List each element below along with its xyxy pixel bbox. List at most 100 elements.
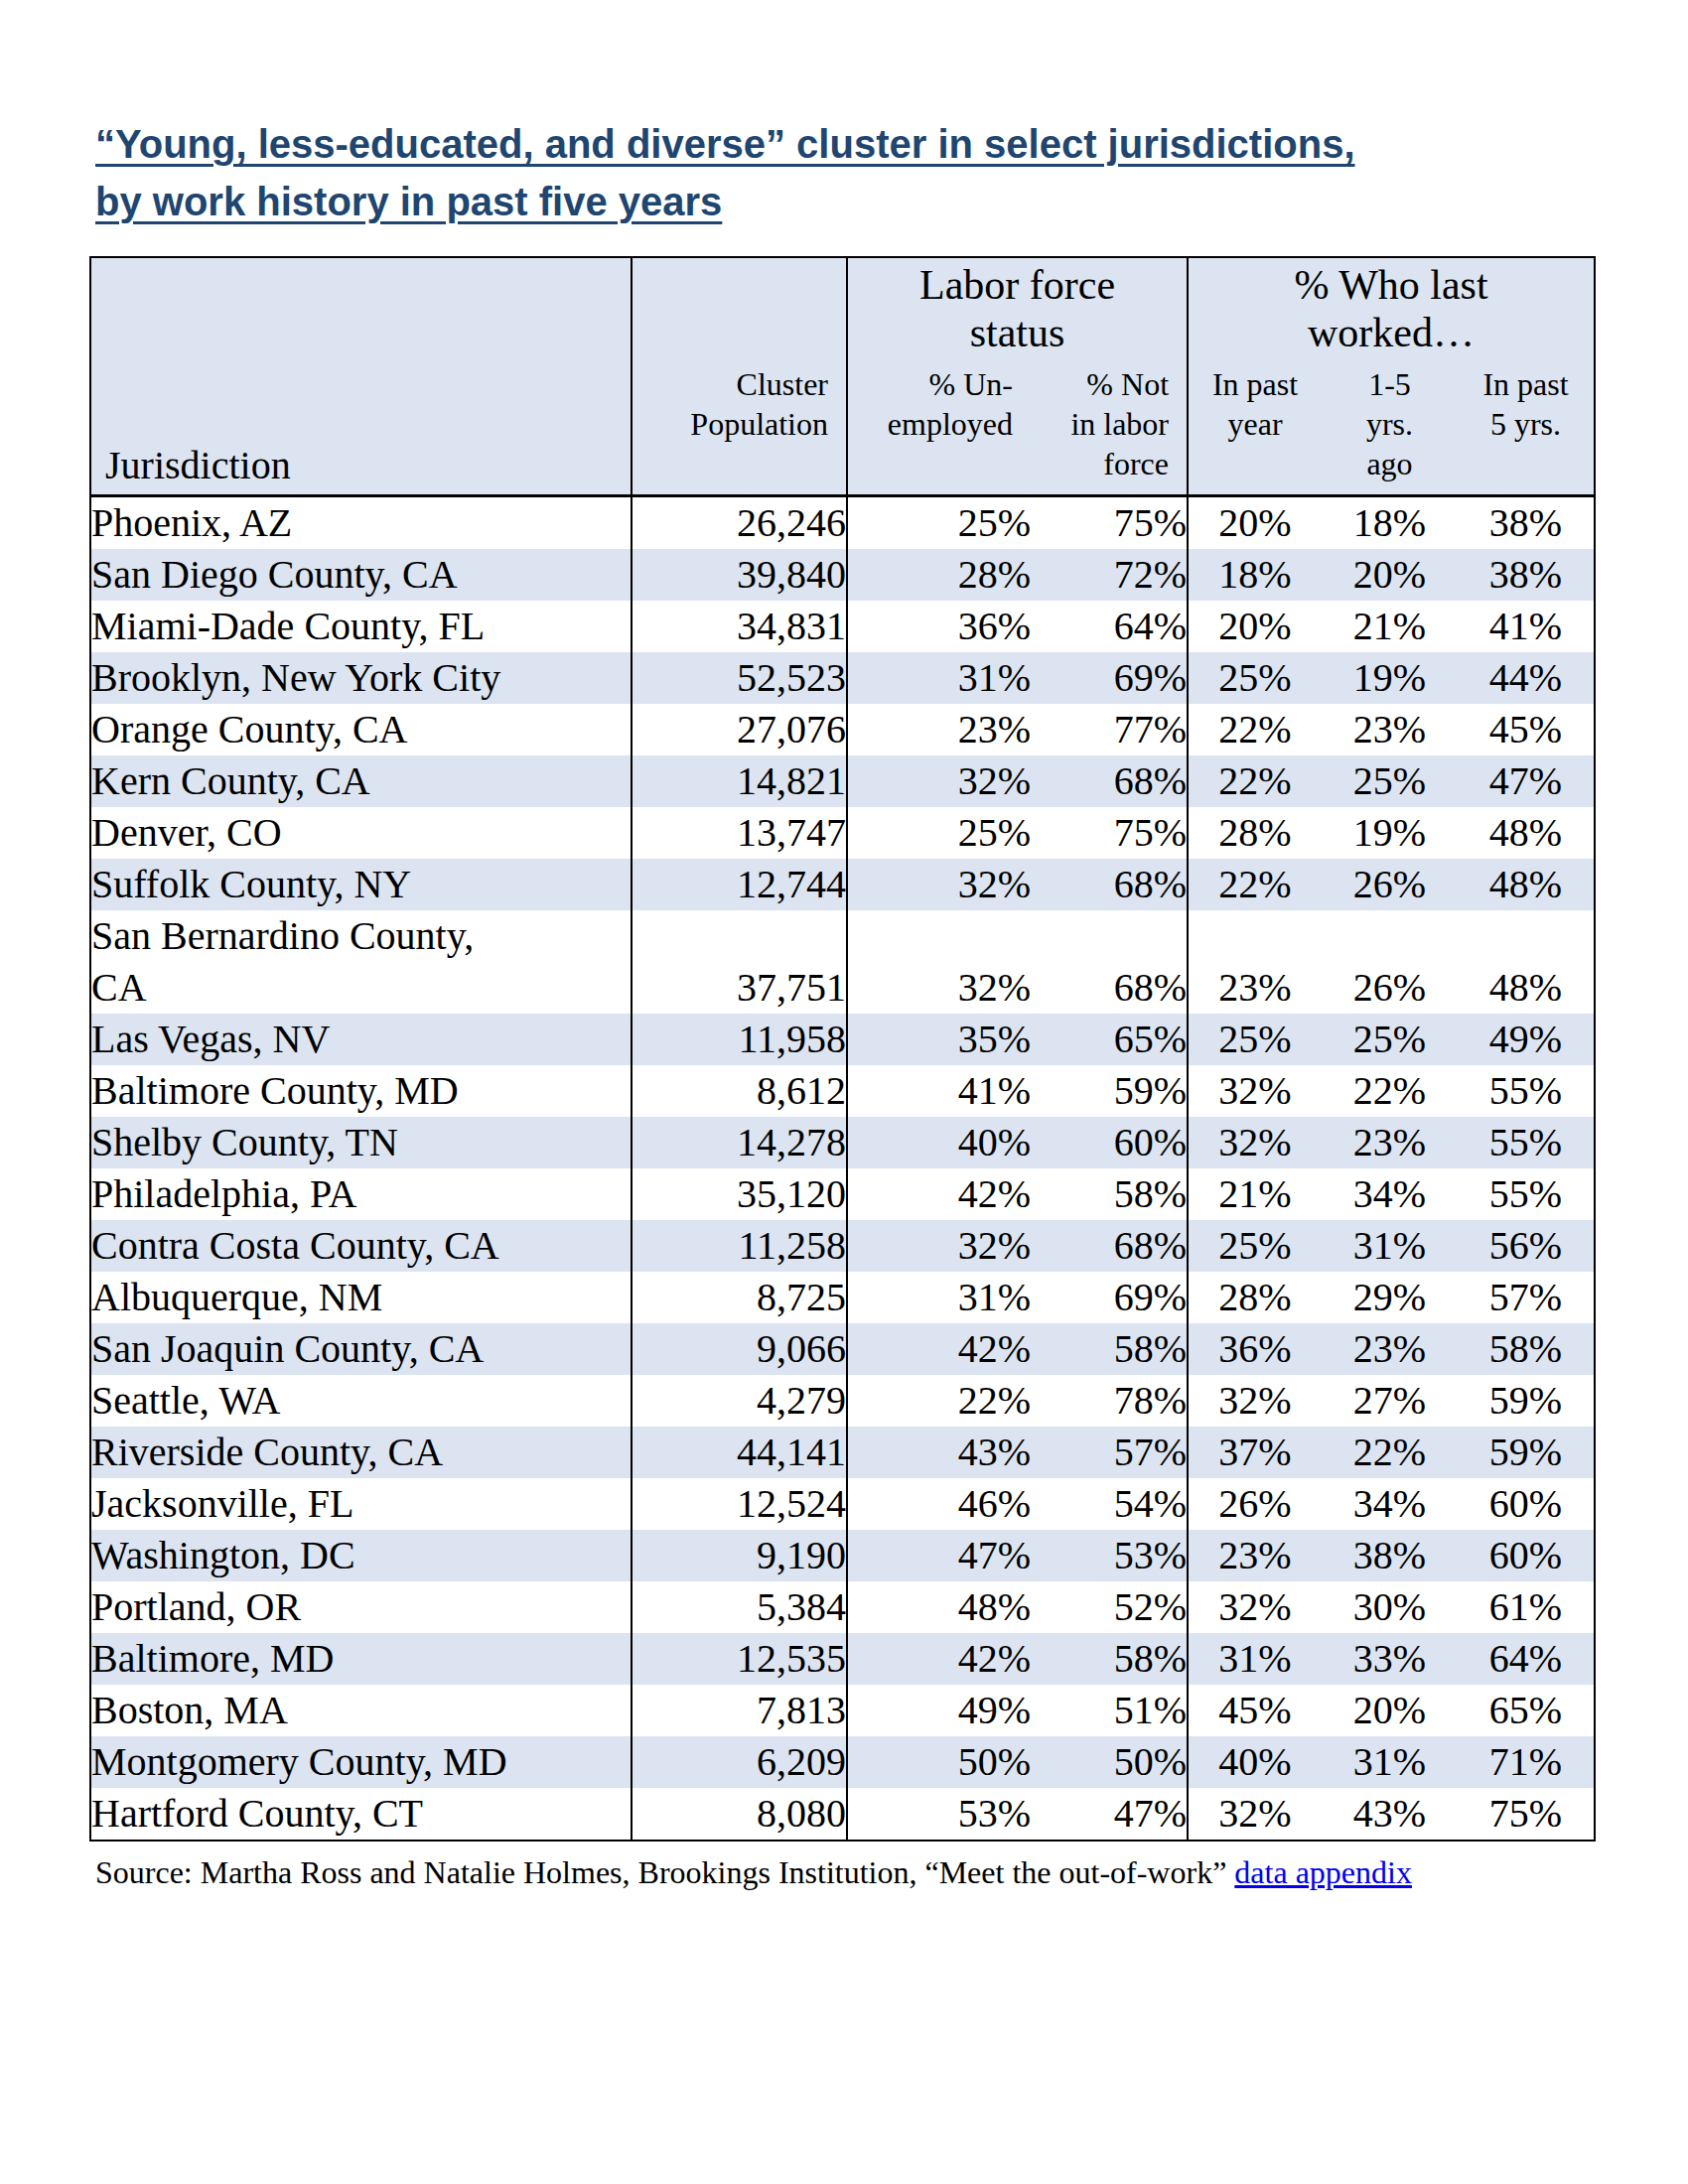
population-cell: 39,840 [632, 549, 847, 601]
pct-unemployed-cell: 48% [847, 1581, 1031, 1633]
pct-unemployed-cell: 42% [847, 1168, 1031, 1220]
jurisdiction-cell: Shelby County, TN [90, 1117, 632, 1168]
table-row: Baltimore County, MD8,61241%59%32%22%55% [90, 1065, 1595, 1117]
jurisdiction-cell: Baltimore, MD [90, 1633, 632, 1685]
table-row: Suffolk County, NY12,74432%68%22%26%48% [90, 859, 1595, 910]
pct-1-5-yrs-cell: 19% [1322, 652, 1458, 704]
pct-not-in-labor-force-cell: 47% [1031, 1788, 1188, 1841]
population-cell: 37,751 [632, 910, 847, 1014]
pct-not-in-labor-force-cell: 52% [1031, 1581, 1188, 1633]
pct-past-year-cell: 21% [1188, 1168, 1322, 1220]
pct-unemployed-cell: 31% [847, 1272, 1031, 1323]
jurisdiction-cell: San Diego County, CA [90, 549, 632, 601]
pct-unemployed-cell: 35% [847, 1014, 1031, 1065]
pct-unemployed-cell: 41% [847, 1065, 1031, 1117]
jurisdiction-cell: Baltimore County, MD [90, 1065, 632, 1117]
pct-1-5-yrs-cell: 43% [1322, 1788, 1458, 1841]
column-header-pct-unemployed: % Un- employed [847, 356, 1031, 495]
pct-unemployed-cell: 25% [847, 495, 1031, 549]
population-cell: 9,190 [632, 1530, 847, 1581]
header-spacer-jurisdiction [90, 257, 632, 356]
pct-1-5-yrs-cell: 22% [1322, 1065, 1458, 1117]
pct-not-in-labor-force-cell: 54% [1031, 1478, 1188, 1530]
pct-not-in-labor-force-cell: 75% [1031, 495, 1188, 549]
pct-unemployed-cell: 43% [847, 1427, 1031, 1478]
table-row: San Joaquin County, CA9,06642%58%36%23%5… [90, 1323, 1595, 1375]
population-cell: 7,813 [632, 1685, 847, 1736]
pct-unemployed-cell: 28% [847, 549, 1031, 601]
pct-past-5-yrs-cell: 56% [1458, 1220, 1595, 1272]
column-header-cluster-population: Cluster Population [632, 356, 847, 495]
pct-1-5-yrs-cell: 31% [1322, 1736, 1458, 1788]
table-row: Washington, DC9,19047%53%23%38%60% [90, 1530, 1595, 1581]
pct-unemployed-cell: 42% [847, 1323, 1031, 1375]
jurisdiction-cell: Jacksonville, FL [90, 1478, 632, 1530]
group-header-who-last-worked: % Who last worked… [1188, 257, 1595, 356]
pct-past-year-cell: 25% [1188, 652, 1322, 704]
pct-past-year-cell: 31% [1188, 1633, 1322, 1685]
column-header-pct-not-in-labor-force: % Not in labor force [1031, 356, 1188, 495]
population-cell: 8,725 [632, 1272, 847, 1323]
population-cell: 12,524 [632, 1478, 847, 1530]
population-cell: 6,209 [632, 1736, 847, 1788]
population-cell: 35,120 [632, 1168, 847, 1220]
pct-past-year-cell: 28% [1188, 1272, 1322, 1323]
pct-1-5-yrs-cell: 22% [1322, 1427, 1458, 1478]
pct-unemployed-cell: 46% [847, 1478, 1031, 1530]
jurisdiction-table: Labor force status % Who last worked… Ju… [89, 256, 1596, 1842]
pct-past-5-yrs-cell: 65% [1458, 1685, 1595, 1736]
pct-not-in-labor-force-cell: 75% [1031, 807, 1188, 859]
data-appendix-link[interactable]: data appendix [1234, 1854, 1412, 1890]
pct-unemployed-cell: 53% [847, 1788, 1031, 1841]
pct-not-in-labor-force-cell: 69% [1031, 1272, 1188, 1323]
population-cell: 11,258 [632, 1220, 847, 1272]
table-row: Montgomery County, MD6,20950%50%40%31%71… [90, 1736, 1595, 1788]
table-row: Riverside County, CA44,14143%57%37%22%59… [90, 1427, 1595, 1478]
jurisdiction-cell: Riverside County, CA [90, 1427, 632, 1478]
pct-past-year-cell: 22% [1188, 755, 1322, 807]
pct-unemployed-cell: 25% [847, 807, 1031, 859]
table-row: Jacksonville, FL12,52446%54%26%34%60% [90, 1478, 1595, 1530]
table-row: San Bernardino County, CA37,75132%68%23%… [90, 910, 1595, 1014]
pct-1-5-yrs-cell: 25% [1322, 1014, 1458, 1065]
pct-past-5-yrs-cell: 71% [1458, 1736, 1595, 1788]
pct-1-5-yrs-cell: 25% [1322, 755, 1458, 807]
jurisdiction-cell: Las Vegas, NV [90, 1014, 632, 1065]
pct-past-5-yrs-cell: 59% [1458, 1427, 1595, 1478]
population-cell: 44,141 [632, 1427, 847, 1478]
pct-1-5-yrs-cell: 23% [1322, 1117, 1458, 1168]
pct-not-in-labor-force-cell: 72% [1031, 549, 1188, 601]
document-page: “Young, less-educated, and diverse” clus… [0, 0, 1688, 2184]
pct-1-5-yrs-cell: 38% [1322, 1530, 1458, 1581]
pct-unemployed-cell: 32% [847, 1220, 1031, 1272]
population-cell: 8,612 [632, 1065, 847, 1117]
pct-past-year-cell: 25% [1188, 1014, 1322, 1065]
pct-past-5-yrs-cell: 58% [1458, 1323, 1595, 1375]
source-note: Source: Martha Ross and Natalie Holmes, … [89, 1851, 1624, 1893]
pct-1-5-yrs-cell: 23% [1322, 704, 1458, 755]
population-cell: 4,279 [632, 1375, 847, 1427]
pct-past-year-cell: 40% [1188, 1736, 1322, 1788]
pct-past-year-cell: 32% [1188, 1788, 1322, 1841]
pct-not-in-labor-force-cell: 51% [1031, 1685, 1188, 1736]
table-row: Portland, OR5,38448%52%32%30%61% [90, 1581, 1595, 1633]
jurisdiction-cell: Brooklyn, New York City [90, 652, 632, 704]
pct-unemployed-cell: 50% [847, 1736, 1031, 1788]
column-header-1-5-yrs-ago: 1-5 yrs. ago [1322, 356, 1458, 495]
jurisdiction-cell: Portland, OR [90, 1581, 632, 1633]
jurisdiction-cell: Phoenix, AZ [90, 495, 632, 549]
table-row: Phoenix, AZ26,24625%75%20%18%38% [90, 495, 1595, 549]
table-row: Denver, CO13,74725%75%28%19%48% [90, 807, 1595, 859]
jurisdiction-cell: Suffolk County, NY [90, 859, 632, 910]
pct-not-in-labor-force-cell: 58% [1031, 1323, 1188, 1375]
pct-unemployed-cell: 32% [847, 859, 1031, 910]
pct-past-year-cell: 20% [1188, 601, 1322, 652]
table-body: Phoenix, AZ26,24625%75%20%18%38%San Dieg… [90, 495, 1595, 1841]
table-row: Baltimore, MD12,53542%58%31%33%64% [90, 1633, 1595, 1685]
pct-not-in-labor-force-cell: 64% [1031, 601, 1188, 652]
page-title: “Young, less-educated, and diverse” clus… [89, 0, 1644, 230]
pct-not-in-labor-force-cell: 65% [1031, 1014, 1188, 1065]
pct-past-year-cell: 18% [1188, 549, 1322, 601]
pct-unemployed-cell: 32% [847, 910, 1031, 1014]
pct-past-year-cell: 25% [1188, 1220, 1322, 1272]
